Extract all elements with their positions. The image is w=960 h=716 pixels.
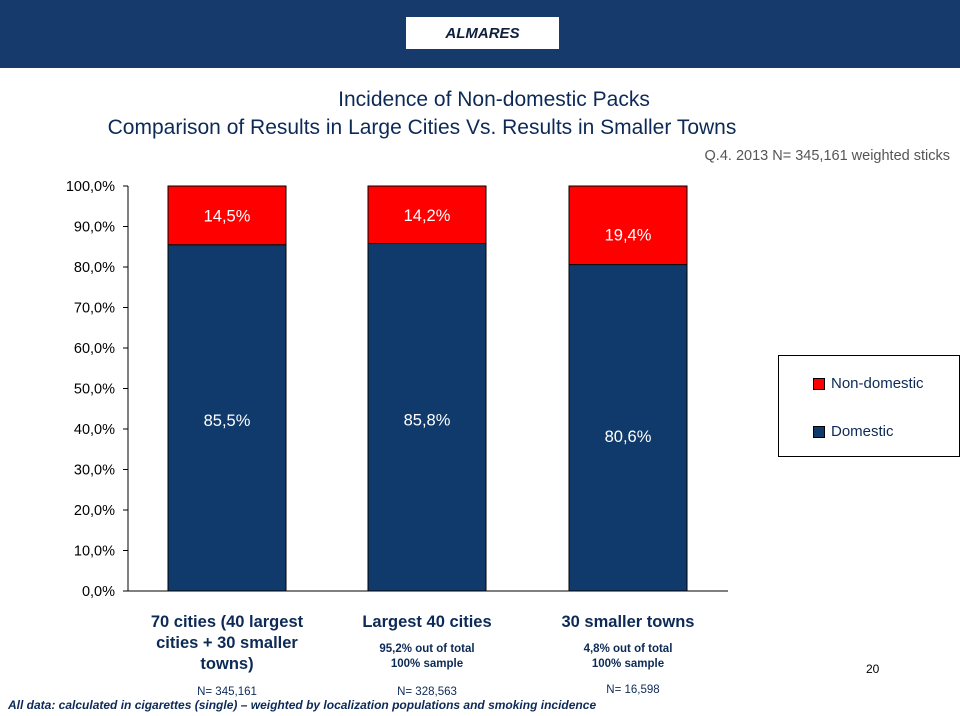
y-tick-label: 20,0% bbox=[74, 503, 115, 519]
legend-item-non-domestic: Non-domestic bbox=[813, 375, 924, 392]
category-share-smaller-towns: 4,8% out of total 100% sample bbox=[583, 643, 673, 670]
legend-item-domestic: Domestic bbox=[813, 423, 894, 440]
legend: Non-domestic Domestic bbox=[778, 355, 960, 457]
category-label-smaller-towns: 30 smaller towns 4,8% out of total 100% … bbox=[548, 612, 708, 672]
legend-label-non-domestic: Non-domestic bbox=[831, 375, 924, 392]
data-label-non-domestic: 14,5% bbox=[204, 207, 251, 225]
data-label-non-domestic: 14,2% bbox=[404, 207, 451, 225]
page-number: 20 bbox=[866, 662, 880, 676]
category-label-largest-40: Largest 40 cities 95,2% out of total 100… bbox=[347, 612, 507, 672]
y-tick-label: 80,0% bbox=[74, 260, 115, 276]
bar-non-domestic bbox=[167, 185, 287, 246]
sample-size-smaller-towns: N= 16,598 bbox=[606, 684, 660, 696]
bar-domestic bbox=[167, 244, 287, 592]
bar-non-domestic bbox=[367, 185, 487, 245]
sample-size-70-cities: N= 345,161 bbox=[197, 686, 257, 698]
sample-note: Q.4. 2013 N= 345,161 weighted sticks bbox=[650, 148, 950, 164]
bar-domestic bbox=[367, 243, 487, 592]
chart-title: Incidence of Non-domestic Packs bbox=[338, 88, 650, 111]
data-label-domestic: 85,8% bbox=[404, 411, 451, 429]
legend-swatch-domestic bbox=[813, 425, 825, 438]
category-share-largest-40: 95,2% out of total 100% sample bbox=[379, 643, 475, 670]
y-tick-label: 90,0% bbox=[74, 220, 115, 236]
bar-domestic bbox=[568, 264, 688, 592]
y-tick-label: 30,0% bbox=[74, 463, 115, 479]
y-tick-label: 10,0% bbox=[74, 544, 115, 560]
sample-size-largest-40: N= 328,563 bbox=[397, 686, 457, 698]
data-label-domestic: 80,6% bbox=[605, 428, 652, 446]
y-tick-label: 100,0% bbox=[66, 179, 115, 195]
bar-non-domestic bbox=[568, 185, 688, 266]
legend-label-domestic: Domestic bbox=[831, 423, 894, 440]
y-tick-label: 60,0% bbox=[74, 341, 115, 357]
data-label-non-domestic: 19,4% bbox=[605, 226, 652, 244]
y-tick-label: 50,0% bbox=[74, 382, 115, 398]
y-tick-label: 0,0% bbox=[82, 584, 115, 600]
chart-subtitle: Comparison of Results in Large Cities Vs… bbox=[107, 116, 737, 139]
legend-swatch-non-domestic bbox=[813, 377, 825, 390]
header-banner: ALMARES bbox=[0, 0, 960, 68]
footer-note: All data: calculated in cigarettes (sing… bbox=[8, 698, 597, 712]
question-code: Q.4. bbox=[704, 148, 732, 164]
brand-logo: ALMARES bbox=[406, 17, 559, 49]
category-label-70-cities: 70 cities (40 largest cities + 30 smalle… bbox=[150, 613, 304, 673]
data-label-domestic: 85,5% bbox=[204, 412, 251, 430]
y-tick-label: 70,0% bbox=[74, 301, 115, 317]
y-tick-label: 40,0% bbox=[74, 422, 115, 438]
sample-description: 2013 N= 345,161 weighted sticks bbox=[735, 148, 950, 164]
